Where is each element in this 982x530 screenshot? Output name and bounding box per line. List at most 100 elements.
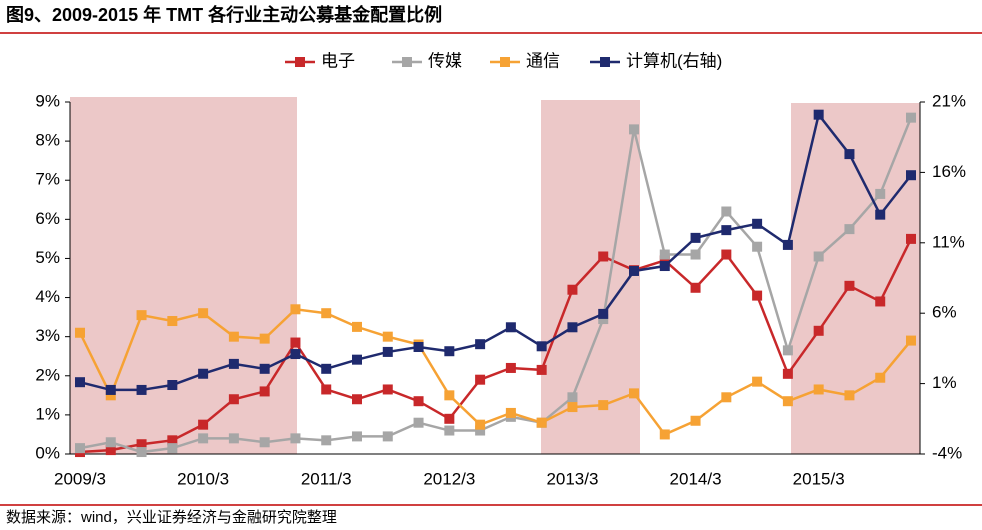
data-point [690,282,701,293]
data-point [105,437,116,448]
y-tick-label: 1% [35,404,60,423]
data-point [782,345,793,356]
legend-marker [295,57,305,67]
data-point [290,433,301,444]
data-point [321,435,332,446]
data-point [906,112,916,123]
data-point [505,407,516,418]
data-point [721,249,732,260]
series-line [79,111,912,392]
data-point [136,447,147,458]
legend-marker [402,57,412,67]
data-point [505,362,516,373]
data-point [167,443,178,454]
data-point [475,339,486,350]
y2-tick-label: 21% [932,91,966,110]
data-point [105,384,116,395]
data-point [136,310,147,321]
data-point [290,337,301,348]
data-point [352,431,362,442]
data-point [844,149,855,160]
data-point [505,322,516,333]
data-point [413,417,424,428]
x-tick-label: 2009/3 [54,469,106,488]
y2-tick-label: 1% [932,373,957,392]
data-point [228,358,239,369]
data-point [413,396,424,407]
data-point [352,354,362,365]
data-point [875,209,886,220]
x-tick-label: 2013/3 [546,469,598,488]
data-point [321,363,332,374]
data-point [690,415,701,426]
data-point [75,443,85,454]
data-point [382,384,393,395]
data-point [782,239,793,250]
data-point [721,206,732,217]
data-point [536,364,547,375]
legend-marker [600,57,610,67]
y2-tick-label: 11% [932,232,965,251]
data-point [813,251,824,262]
y-tick-label: 3% [35,326,60,345]
data-point [475,419,486,430]
data-point [690,249,701,260]
data-point [105,445,116,456]
data-point [813,109,824,120]
source-note: 数据来源：wind，兴业证券经济与金融研究院整理 [6,508,337,526]
data-point [844,224,855,235]
shade-region [70,97,297,454]
data-point [721,225,732,236]
legend-label: 电子 [321,51,355,70]
data-point [782,368,793,379]
data-point [475,374,486,385]
y2-tick-label: 6% [932,303,957,322]
data-point [259,386,270,397]
y-tick-label: 9% [35,91,60,110]
data-point [259,363,270,374]
y-tick-label: 2% [35,365,60,384]
legend-label: 通信 [526,51,560,70]
x-tick-label: 2010/3 [177,469,229,488]
data-point [198,308,209,319]
data-point [321,308,332,319]
series-line [79,117,913,454]
data-point [444,390,455,401]
data-point [382,346,393,357]
data-point [659,249,670,260]
data-point [906,335,916,346]
data-point [136,384,147,395]
data-point [629,388,639,399]
data-point [782,396,793,407]
data-point [75,327,85,338]
data-point [659,261,670,272]
data-point [567,392,578,403]
data-point [352,321,362,332]
data-point [105,390,116,401]
data-point [382,431,393,442]
data-point [844,280,855,291]
shade-region [541,100,640,454]
data-point [659,255,670,266]
data-point [752,290,763,301]
data-point [352,394,362,405]
data-point [228,394,239,405]
data-point [598,308,609,319]
data-point [228,433,239,444]
data-point [598,400,609,411]
legend-label: 传媒 [428,51,462,70]
data-point [444,346,455,357]
data-point [813,325,824,336]
y-tick-label: 5% [35,248,60,267]
data-point [629,124,639,135]
data-point [721,392,732,403]
data-point [906,233,916,244]
data-point [752,241,763,252]
y-tick-label: 8% [35,131,60,150]
data-point [629,265,639,276]
data-point [598,314,609,325]
data-point [444,425,455,436]
y2-tick-label: -4% [932,443,962,462]
data-point [567,322,578,333]
data-point [167,380,178,391]
